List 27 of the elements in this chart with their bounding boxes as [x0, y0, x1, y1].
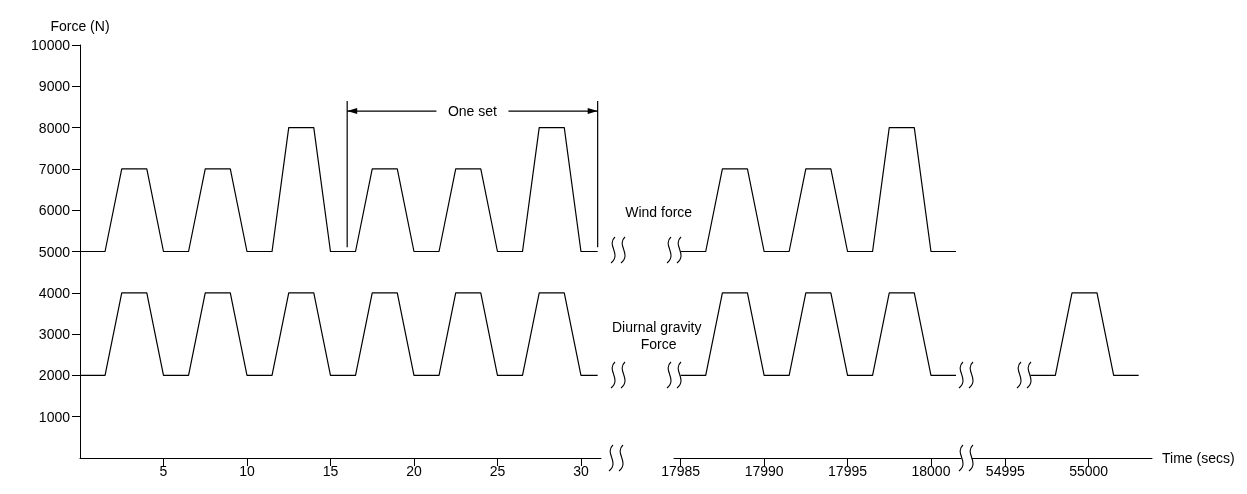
x-tick-label: 18000: [911, 463, 951, 479]
y-axis-title: Force (N): [50, 18, 110, 34]
x-tick-label: 17985: [661, 463, 701, 479]
x-tick-label: 5: [159, 463, 168, 479]
x-tick-label: 10: [239, 463, 255, 479]
y-tick-label: 9000: [38, 78, 71, 95]
y-tick-label: 5000: [38, 243, 71, 260]
x-tick-label: 30: [573, 463, 589, 479]
annotation: One set: [447, 103, 498, 120]
y-tick-label: 2000: [38, 367, 71, 384]
x-tick-label: 20: [406, 463, 422, 479]
x-tick-label: 15: [322, 463, 339, 479]
y-tick-label: 1000: [38, 408, 71, 425]
x-tick-label: 17990: [744, 463, 784, 479]
x-axis-title: Time (secs): [1162, 450, 1235, 466]
x-tick-label: 55000: [1069, 463, 1109, 479]
y-tick-label: 3000: [38, 326, 71, 343]
x-tick-label: 25: [489, 463, 506, 479]
y-tick-label: 6000: [38, 202, 71, 219]
x-tick-label: 54995: [985, 463, 1026, 479]
y-tick-label: 10000: [31, 37, 71, 53]
series-label: Wind force: [625, 203, 693, 220]
series-label: Diurnal gravity Force: [611, 318, 706, 352]
y-tick-label: 7000: [38, 160, 71, 177]
y-tick-label: 8000: [38, 119, 71, 136]
y-tick-label: 4000: [38, 284, 71, 301]
x-tick-label: 17995: [828, 463, 868, 479]
